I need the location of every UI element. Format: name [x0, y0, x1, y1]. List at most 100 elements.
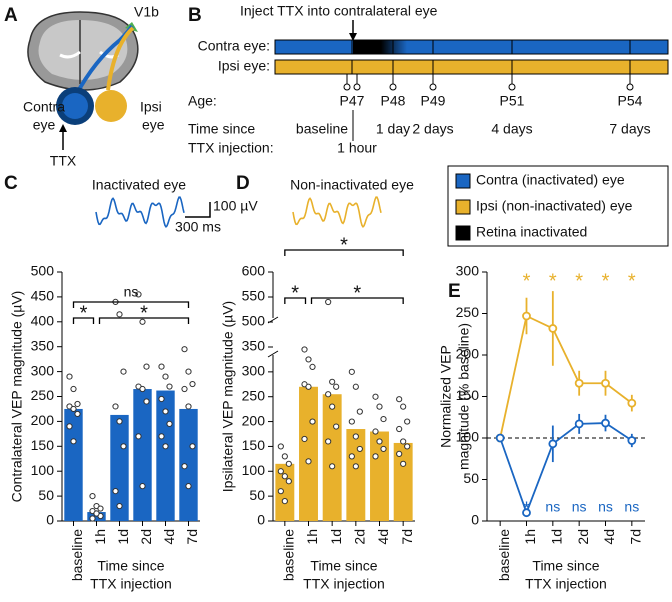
data-point: [93, 510, 100, 517]
bar: [370, 431, 389, 521]
legend-swatch: [455, 225, 471, 241]
data-point: [139, 385, 146, 393]
significance-bracket: [310, 297, 404, 304]
significance-label: *: [353, 282, 361, 304]
x-tick-label: 4d: [601, 529, 617, 545]
data-point: [281, 473, 288, 480]
x-tick-label: 1d: [115, 529, 131, 545]
y-tick-label: 350: [242, 338, 266, 354]
panel-label: D: [236, 173, 250, 194]
y-axis-label: magnitude (% baseline): [456, 323, 472, 470]
data-point: [376, 438, 383, 445]
significance-bracket: [98, 317, 190, 324]
region-label: V1b: [134, 4, 159, 20]
panel-label: E: [448, 281, 461, 302]
time-label: 4 days: [491, 121, 532, 137]
data-point: [305, 458, 312, 465]
time-label: baseline: [296, 121, 348, 137]
data-point: [277, 488, 284, 495]
data-point: [277, 443, 284, 450]
data-point: [627, 436, 637, 445]
y-tick-label: 300: [31, 362, 55, 378]
brain-diagram: [27, 11, 139, 150]
data-point: [372, 453, 379, 460]
data-point: [352, 433, 359, 440]
data-point: [309, 363, 316, 370]
data-point: [66, 373, 73, 380]
bar: [110, 414, 129, 521]
panel-label: A: [4, 5, 18, 26]
data-point: [522, 311, 531, 321]
data-point: [329, 378, 336, 385]
y-tick-label: 150: [456, 387, 480, 403]
x-tick-label: 7d: [399, 529, 415, 545]
legend-swatch: [455, 199, 471, 215]
line: [499, 422, 633, 516]
time-label: 2 days: [412, 121, 453, 137]
pin-head: [389, 83, 397, 91]
data-point: [380, 445, 387, 453]
data-point: [325, 438, 332, 445]
x-axis-label: Time since: [532, 558, 599, 574]
data-point: [352, 463, 359, 470]
y-tick-label: 150: [242, 437, 266, 453]
time-label: 1 day: [376, 121, 410, 137]
stat-label: *: [628, 270, 636, 292]
legend-label: Ipsi (non-inactivated) eye: [476, 198, 633, 214]
line: [499, 314, 633, 439]
data-point: [333, 423, 340, 430]
y-tick-label: 200: [456, 346, 480, 362]
y-tick-label: 0: [257, 512, 265, 528]
y-tick-label: 200: [242, 412, 266, 428]
panel-label: B: [188, 5, 202, 26]
x-tick-label: 4d: [161, 529, 177, 545]
data-point: [380, 415, 387, 423]
data-point: [348, 368, 355, 375]
x-tick-label: 2d: [575, 529, 591, 545]
y-tick-label: 250: [242, 387, 266, 403]
panel-title: Non-inactivated eye: [290, 177, 414, 193]
row-label: Time since: [188, 121, 255, 137]
significance-bracket: [284, 297, 307, 304]
data-point: [70, 405, 77, 413]
data-point: [181, 463, 188, 470]
y-tick-label: 100: [242, 462, 266, 478]
inactivated: [353, 40, 381, 54]
x-tick-label: 7d: [628, 529, 644, 545]
x-tick-label: baseline: [496, 529, 512, 581]
scale-label: 100 µV: [213, 198, 258, 214]
data-point: [574, 378, 584, 388]
axis-break: [267, 316, 279, 358]
data-point: [135, 433, 142, 440]
significance-bracket: [72, 317, 95, 324]
data-point: [404, 443, 411, 450]
eye-label: eye: [142, 117, 165, 133]
scale-bar: [185, 202, 211, 218]
age-label: P47: [340, 93, 365, 109]
y-tick-label: 300: [242, 363, 266, 379]
data-point: [143, 398, 150, 405]
x-tick-label: baseline: [69, 529, 85, 581]
x-tick-label: 1d: [549, 529, 565, 545]
significance-label: *: [80, 302, 88, 324]
y-tick-label: 350: [31, 337, 55, 353]
row-label: Age:: [188, 93, 217, 109]
legend-label: Retina inactivated: [476, 224, 587, 240]
data-point: [404, 418, 411, 425]
row-label: Ipsi eye:: [218, 58, 270, 74]
y-tick-label: 150: [31, 437, 55, 453]
data-point: [396, 450, 403, 457]
x-tick-label: 2d: [352, 529, 368, 545]
data-point: [325, 391, 332, 398]
legend-swatch: [455, 173, 471, 189]
pin-head: [343, 83, 351, 91]
x-axis-label: Time since: [97, 558, 164, 574]
y-tick-label: 100: [456, 429, 480, 445]
data-point: [112, 403, 119, 410]
data-point: [372, 393, 379, 400]
data-point: [627, 398, 637, 408]
data-point: [400, 460, 407, 467]
data-point: [396, 425, 403, 433]
data-point: [281, 498, 288, 505]
data-point: [116, 311, 123, 318]
